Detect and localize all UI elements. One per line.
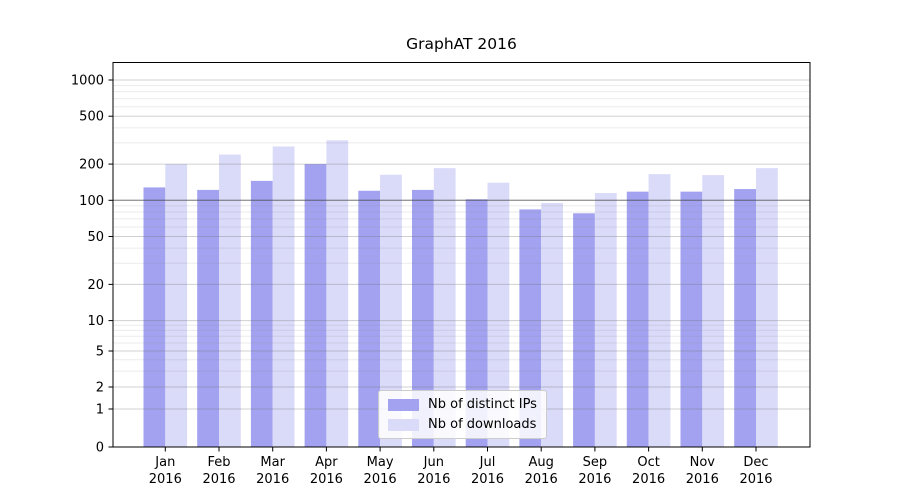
bar-nov-ips [680,191,703,447]
bar-may-ips [358,190,381,448]
bar-mar-downloads [272,146,295,447]
legend: Nb of distinct IPs Nb of downloads [378,390,547,439]
x-tick-label-year: 2016 [202,472,235,487]
legend-item-downloads: Nb of downloads [388,417,538,432]
bar-jun-ips [412,189,434,447]
x-tick-label-year: 2016 [739,472,772,487]
plot-frame [112,62,811,448]
bar-mar-ips [250,180,273,447]
bar-jan-downloads [165,164,188,447]
x-tick-label-year: 2016 [310,472,343,487]
legend-swatch-downloads [388,418,419,431]
x-tick-label-month: Jun [423,455,444,470]
y-tick-label: 50 [87,230,104,245]
x-tick-label-year: 2016 [525,472,558,487]
y-tick-label: 500 [79,110,104,125]
bar-may-downloads [380,174,402,447]
y-tick-label: 0 [96,441,104,456]
x-tick-label-month: Feb [207,455,230,470]
bar-jun-downloads [433,168,456,447]
x-tick-label-month: Mar [260,455,285,470]
x-tick-label-month: Apr [315,455,338,470]
bar-aug-downloads [541,202,563,447]
y-tick-label: 20 [87,278,104,293]
bar-jan-ips [143,187,166,447]
bar-oct-ips [626,191,649,447]
x-tick-label-month: Nov [690,455,716,470]
x-tick-label-year: 2016 [256,472,289,487]
x-tick-label-year: 2016 [686,472,719,487]
bar-jul-ips [465,199,488,447]
bar-dec-downloads [756,168,778,447]
y-tick-label: 100 [79,194,104,209]
x-tick-label-month: Jul [479,455,496,470]
y-tick-label: 1 [96,403,104,418]
y-tick-label: 5 [96,345,104,360]
x-tick-label-year: 2016 [471,472,504,487]
x-tick-label-year: 2016 [364,472,397,487]
x-tick-label-year: 2016 [417,472,450,487]
bar-sep-downloads [594,192,617,447]
bar-apr-ips [304,164,327,447]
bar-sep-ips [573,213,595,447]
x-tick-label-month: Jan [154,455,175,470]
bar-apr-downloads [326,140,349,447]
bar-oct-downloads [648,174,671,447]
x-tick-label-month: Oct [637,455,659,470]
y-tick-label: 2 [96,381,104,396]
x-tick-label-month: May [367,455,394,470]
bar-aug-ips [519,209,542,447]
bar-feb-ips [197,189,219,447]
x-tick-label-month: Dec [743,455,768,470]
x-tick-label-year: 2016 [149,472,182,487]
x-tick-label-month: Sep [583,455,608,470]
bar-jul-downloads [487,182,510,447]
y-tick-label: 200 [79,158,104,173]
bar-dec-ips [734,189,756,447]
legend-item-distinct-ips: Nb of distinct IPs [388,397,538,412]
y-tick-label: 1000 [71,74,104,89]
y-tick-label: 10 [87,314,104,329]
bar-feb-downloads [219,154,241,447]
legend-label: Nb of distinct IPs [428,397,537,412]
legend-swatch-distinct-ips [388,398,419,411]
bar-nov-downloads [702,175,725,447]
legend-label: Nb of downloads [428,417,537,432]
x-tick-label-year: 2016 [632,472,665,487]
x-tick-label-year: 2016 [578,472,611,487]
chart-title: GraphAT 2016 [406,35,517,53]
x-tick-label-month: Aug [529,455,554,470]
